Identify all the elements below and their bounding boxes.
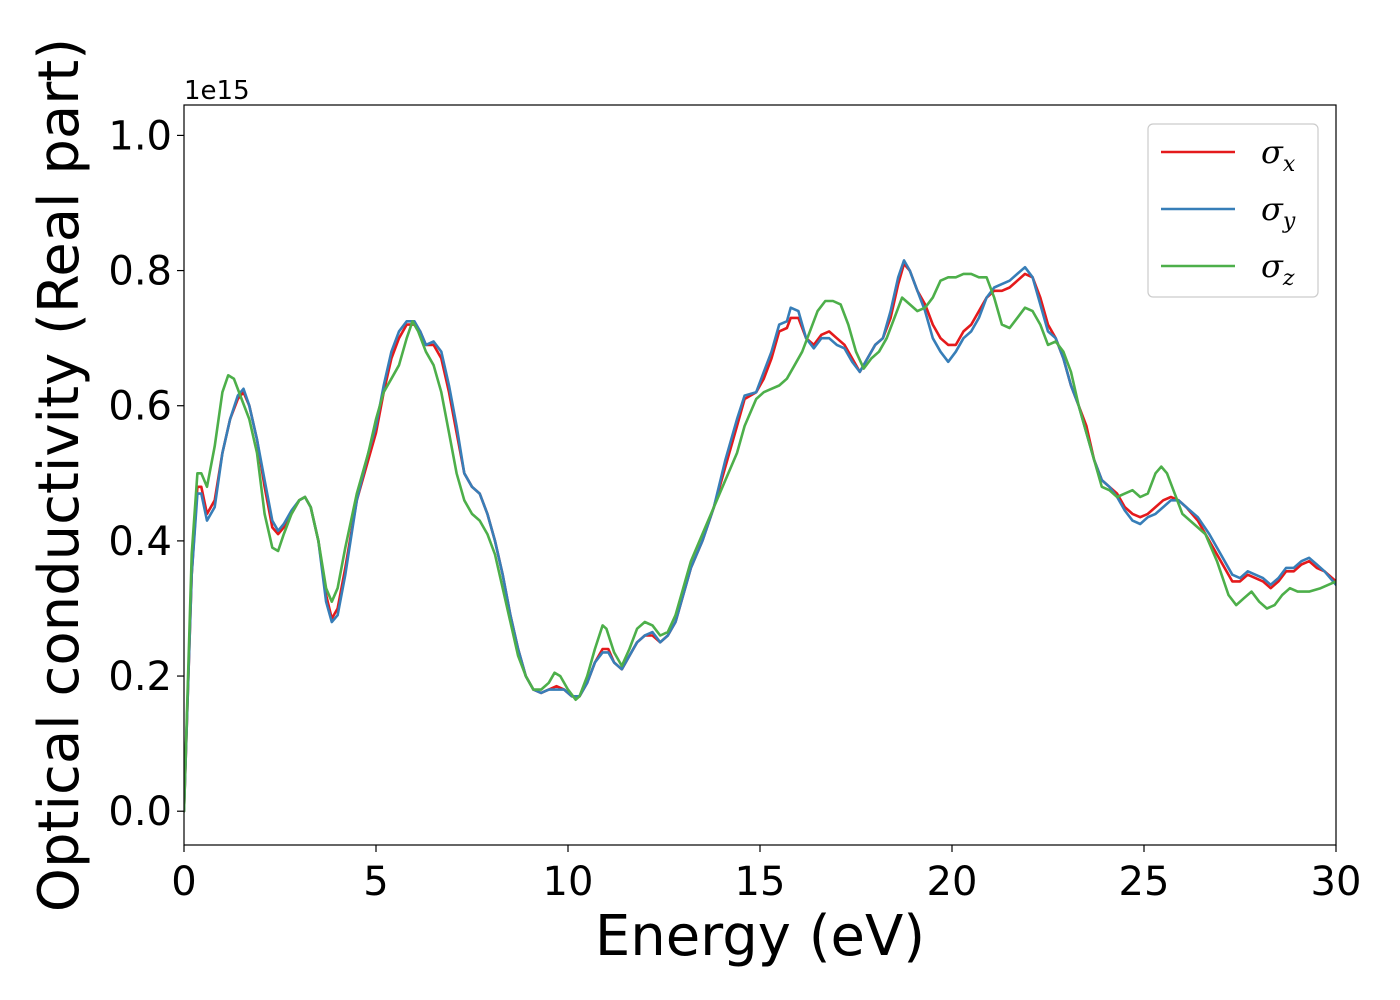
y-tick-label: 0.6 xyxy=(108,384,172,430)
series-line-y xyxy=(184,259,1336,813)
y-tick-label: 0.8 xyxy=(108,249,172,295)
y-axis-ticks: 0.0 0.2 0.4 0.6 0.8 1.0 xyxy=(108,113,184,835)
y-axis-title: Optical conductivity (Real part) xyxy=(27,38,92,912)
legend: σx σy σz xyxy=(1147,123,1319,298)
legend-label-y: σy xyxy=(1261,190,1296,234)
series-line-z xyxy=(184,272,1336,813)
y-tick-label: 0.2 xyxy=(108,654,172,700)
x-tick-label: 10 xyxy=(543,859,594,905)
x-tick-label: 0 xyxy=(171,859,196,905)
legend-label-x: σx xyxy=(1261,133,1296,177)
x-axis-title: Energy (eV) xyxy=(595,904,925,969)
x-axis-ticks: 0 5 10 15 20 25 30 xyxy=(171,845,1361,905)
series-layer xyxy=(184,259,1336,813)
x-tick-label: 15 xyxy=(735,859,786,905)
legend-box xyxy=(1147,123,1319,298)
y-tick-label: 0.4 xyxy=(108,519,172,565)
legend-label-z: σz xyxy=(1261,247,1295,291)
y-offset-label: 1e15 xyxy=(184,76,250,106)
x-tick-label: 25 xyxy=(1119,859,1170,905)
x-tick-label: 20 xyxy=(927,859,978,905)
y-tick-label: 1.0 xyxy=(108,113,172,159)
x-tick-label: 30 xyxy=(1311,859,1362,905)
y-tick-label: 0.0 xyxy=(108,789,172,835)
x-tick-label: 5 xyxy=(363,859,388,905)
